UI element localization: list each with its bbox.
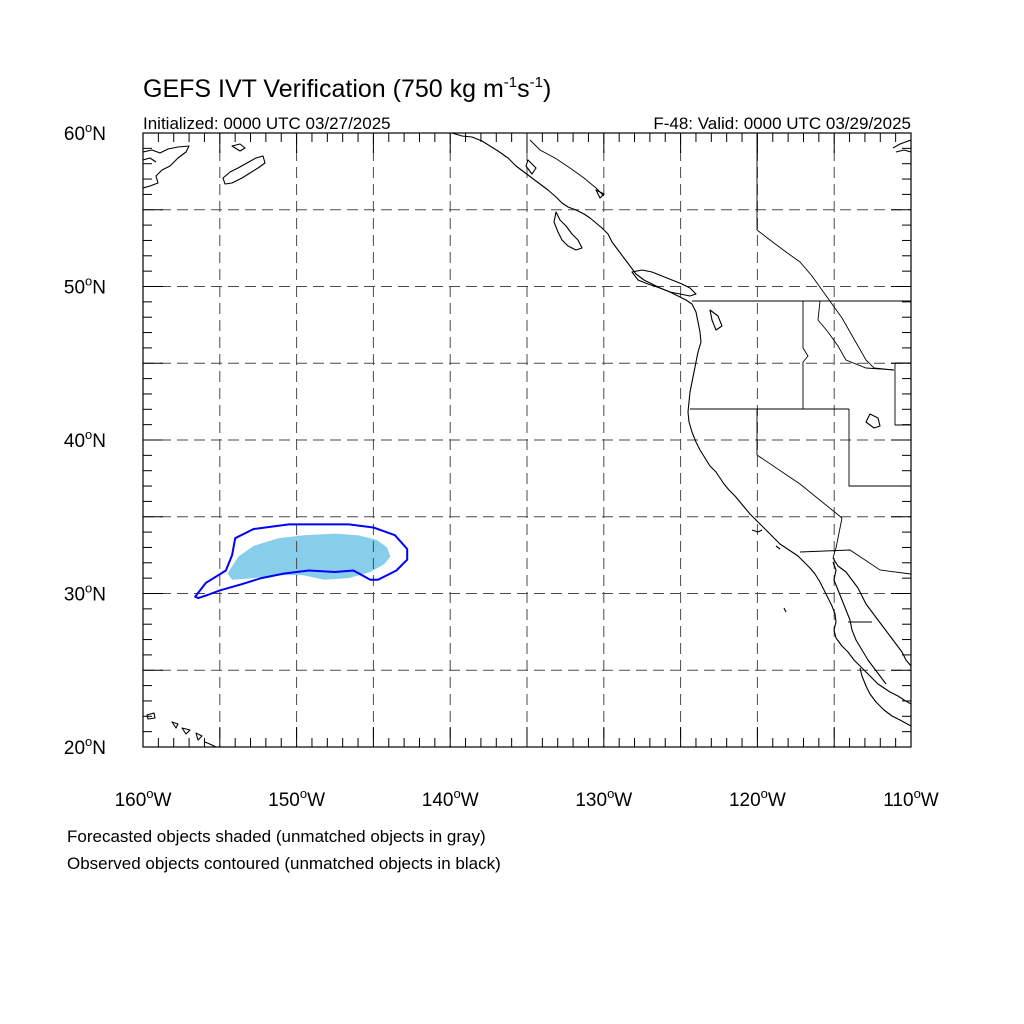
lon-label: 150oW [268,786,325,811]
lon-label: 140oW [422,786,479,811]
coastlines [143,133,911,747]
forecast-objects-layer [227,533,391,580]
latitude-labels: 60oN 50oN 40oN 30oN 20oN [64,120,106,759]
observed-objects-layer [194,523,409,600]
lat-label: 30oN [64,581,106,606]
lat-label: 20oN [64,734,106,759]
forecast-object-shading [227,533,391,580]
forecast-note: Forecasted objects shaded (unmatched obj… [67,827,486,846]
map-frame [142,132,912,748]
lat-label: 60oN [64,120,106,145]
valid-time: F-48: Valid: 0000 UTC 03/29/2025 [653,114,911,133]
lat-label: 50oN [64,274,106,299]
lon-label: 120oW [729,786,786,811]
map-title: GEFS IVT Verification (750 kg m-1s-1) [143,74,551,103]
lon-label: 130oW [575,786,632,811]
political-borders [529,133,911,623]
lat-label: 40oN [64,427,106,452]
lon-label: 160oW [115,786,172,811]
longitude-labels: 160oW 150oW 140oW 130oW 120oW 110oW [115,786,939,811]
lon-label: 110oW [883,786,939,811]
init-time: Initialized: 0000 UTC 03/27/2025 [143,114,391,133]
observed-note: Observed objects contoured (unmatched ob… [67,854,501,873]
observed-object-contour [194,523,409,600]
graticule [143,133,911,747]
